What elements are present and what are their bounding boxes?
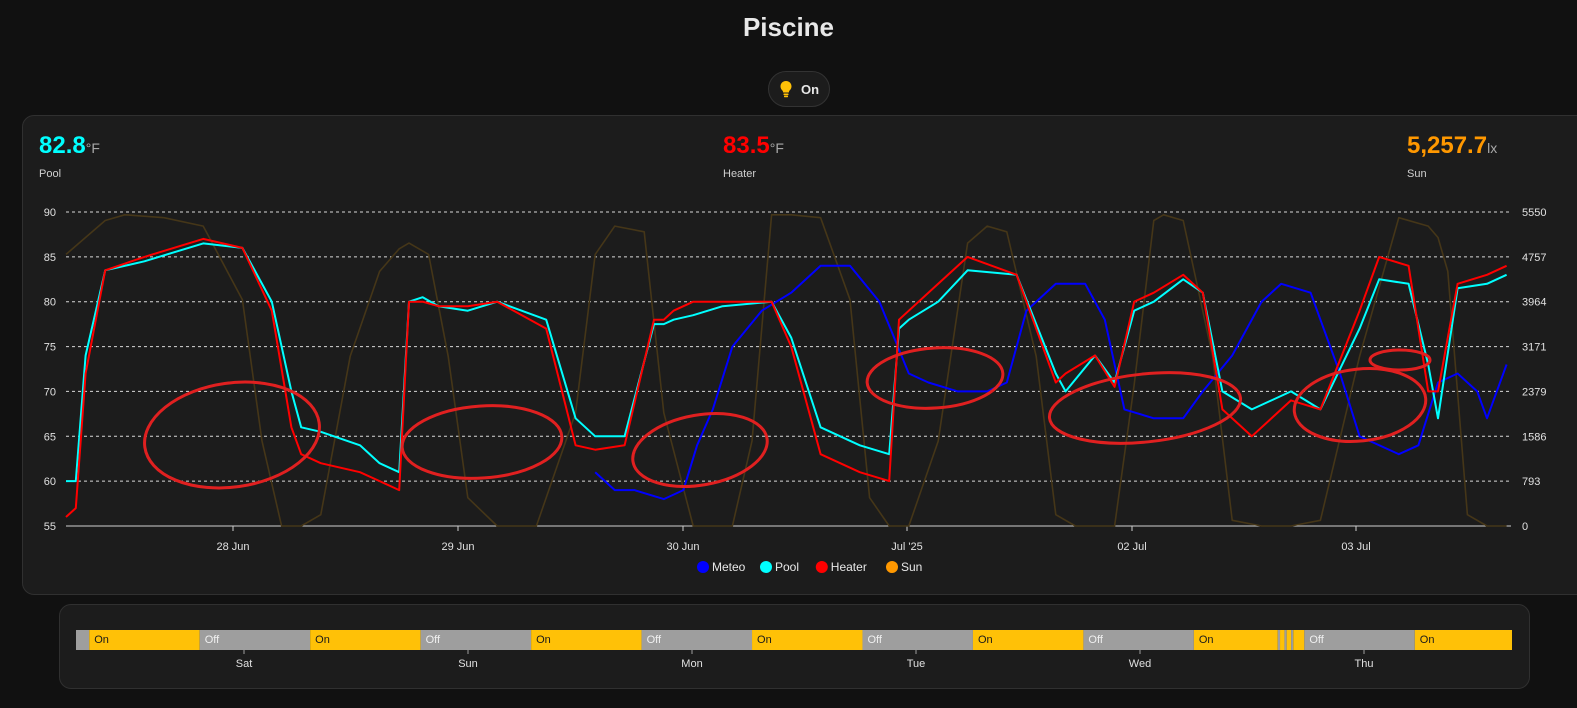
- y-right-tick-label: 5550: [1522, 207, 1546, 219]
- y-left-tick-label: 80: [44, 297, 56, 309]
- x-axis: 28 Jun 29 Jun 30 Jun Jul '25 02 Jul 03 Jul: [216, 526, 1371, 553]
- chart-legend[interactable]: Meteo Pool Heater Sun: [697, 560, 922, 574]
- page-title: Piscine: [742, 12, 835, 42]
- y-right-tick-label: 3171: [1522, 342, 1546, 354]
- legend-item-heater[interactable]: Heater: [815, 560, 867, 574]
- y-right-tick-label: 3964: [1522, 297, 1546, 309]
- legend-label: Heater: [831, 560, 867, 574]
- y-left-tick-label: 70: [44, 386, 56, 398]
- y-right-tick-label: 2379: [1522, 386, 1546, 398]
- legend-item-sun[interactable]: Sun: [886, 560, 922, 574]
- series-line-meteo[interactable]: [594, 264, 1508, 501]
- timeline-card: [59, 604, 1530, 689]
- annotation-circle: [631, 412, 769, 488]
- lightbulb-icon: [780, 81, 792, 98]
- series-line-pool[interactable]: [66, 242, 1508, 483]
- history-line-chart[interactable]: 55 60 65 70 75 80 85 90 0 793 1586 2379 3171 3964 475…: [0, 0, 1577, 600]
- chart-series: [65, 214, 1508, 527]
- stat-heater-value: 83.5: [723, 132, 770, 159]
- annotation-circle: [400, 404, 564, 480]
- y-right-tick-label: 4757: [1522, 252, 1546, 264]
- stat-heater[interactable]: 83.5°F Heater: [723, 132, 784, 180]
- stat-heater-unit: °F: [769, 140, 784, 156]
- stat-sun[interactable]: 5,257.7lx Sun: [1407, 132, 1497, 180]
- annotation-circle: [1292, 367, 1428, 443]
- series-line-sun[interactable]: [65, 214, 1507, 527]
- stat-heater-name: Heater: [723, 168, 757, 180]
- y-axis-right: 0 793 1586 2379 3171 3964 4757 5550: [1522, 207, 1546, 533]
- legend-label: Pool: [775, 560, 799, 574]
- y-right-tick-label: 1586: [1522, 431, 1546, 443]
- x-tick-label: Jul '25: [891, 541, 922, 553]
- y-right-tick-label: 0: [1522, 521, 1528, 533]
- y-left-tick-label: 55: [44, 521, 56, 533]
- y-left-tick-label: 75: [44, 342, 56, 354]
- y-left-tick-label: 85: [44, 252, 56, 264]
- light-toggle-chip[interactable]: On: [768, 71, 830, 107]
- annotation-circle: [865, 346, 1005, 410]
- legend-item-pool[interactable]: Pool: [760, 560, 799, 574]
- x-tick-label: 28 Jun: [216, 541, 249, 553]
- y-left-tick-label: 90: [44, 207, 56, 219]
- annotation-circle: [1368, 348, 1432, 372]
- x-tick-label: 02 Jul: [1117, 541, 1146, 553]
- annotation-circle: [1047, 371, 1243, 445]
- legend-swatch: [760, 561, 772, 573]
- chart-grid: [66, 211, 1511, 527]
- stat-pool[interactable]: 82.8°F Pool: [39, 132, 100, 180]
- light-state: On: [800, 81, 820, 97]
- hand-drawn-annotations: [143, 346, 1432, 490]
- stat-pool-name: Pool: [39, 168, 62, 180]
- legend-swatch: [697, 561, 709, 573]
- y-left-tick-label: 60: [44, 476, 56, 488]
- legend-swatch: [815, 561, 828, 573]
- y-axis-left: 55 60 65 70 75 80 85 90: [44, 207, 56, 533]
- legend-item-meteo[interactable]: Meteo: [697, 560, 746, 574]
- stat-sun-value: 5,257.7: [1407, 132, 1488, 159]
- stat-pool-value: 82.8: [39, 132, 86, 159]
- legend-label: Meteo: [712, 560, 746, 574]
- series-line-heater[interactable]: [65, 237, 1508, 518]
- annotation-circle: [143, 380, 321, 490]
- legend-swatch: [886, 561, 898, 573]
- x-tick-label: 30 Jun: [666, 541, 699, 553]
- history-chart-card: 82.8°F Pool 83.5°F Heater 5,257.7lx Sun: [22, 115, 1577, 595]
- legend-label: Sun: [901, 560, 922, 574]
- stat-sun-name: Sun: [1407, 168, 1427, 180]
- stat-sun-unit: lx: [1487, 140, 1498, 156]
- stat-pool-unit: °F: [85, 140, 100, 156]
- y-right-tick-label: 793: [1522, 476, 1540, 488]
- x-tick-label: 29 Jun: [441, 541, 474, 553]
- y-left-tick-label: 65: [44, 431, 56, 443]
- x-tick-label: 03 Jul: [1341, 541, 1370, 553]
